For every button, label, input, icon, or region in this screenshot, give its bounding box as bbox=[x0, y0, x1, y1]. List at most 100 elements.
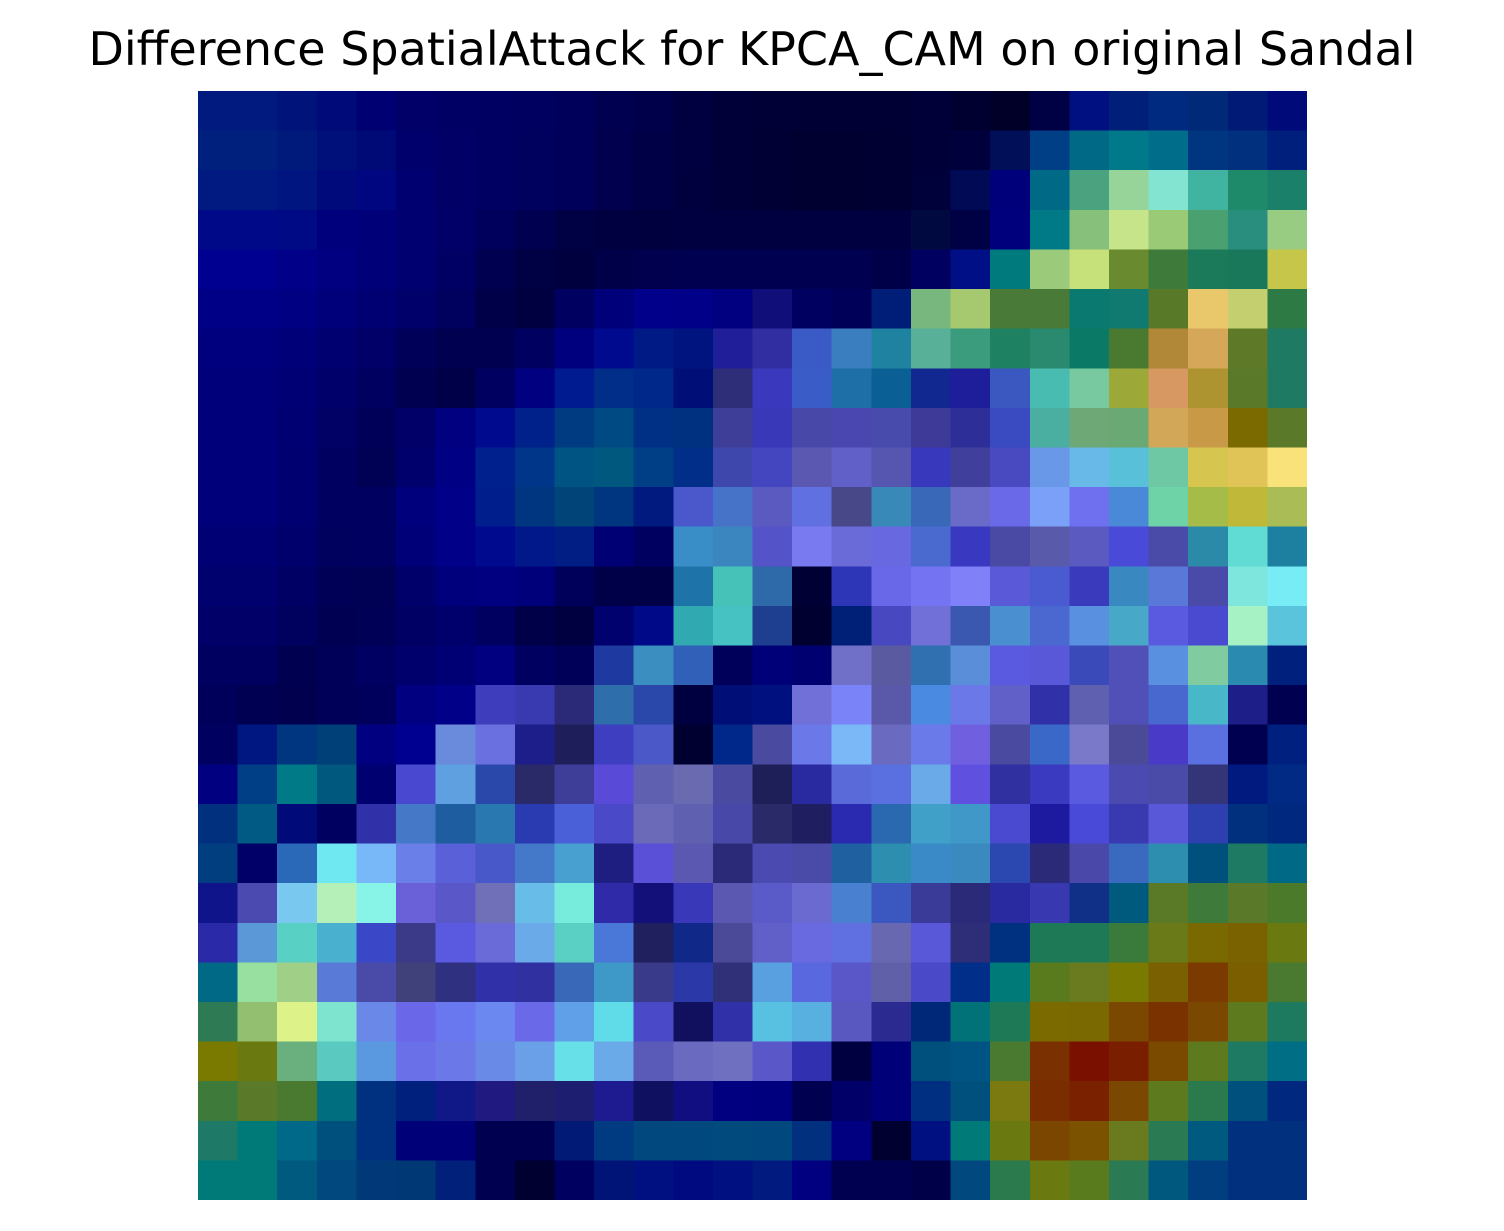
heatmap-cell bbox=[831, 566, 872, 607]
heatmap-cell bbox=[752, 1160, 793, 1200]
heatmap-cell bbox=[1029, 526, 1070, 567]
heatmap-cell bbox=[633, 605, 674, 647]
heatmap-cell bbox=[752, 407, 793, 449]
heatmap-cell bbox=[514, 1120, 556, 1161]
heatmap-cell bbox=[633, 407, 674, 449]
heatmap-cell bbox=[594, 1081, 635, 1122]
heatmap-cell bbox=[1069, 883, 1110, 924]
heatmap-cell bbox=[910, 1001, 952, 1043]
heatmap-cell bbox=[277, 209, 318, 251]
heatmap-cell bbox=[198, 1041, 239, 1082]
heatmap-cell bbox=[1148, 447, 1189, 488]
heatmap-cell bbox=[237, 1001, 278, 1043]
heatmap-cell bbox=[237, 843, 278, 884]
heatmap-cell bbox=[673, 803, 714, 845]
heatmap-cell bbox=[396, 685, 437, 726]
heatmap-cell bbox=[950, 843, 991, 884]
heatmap-cell bbox=[633, 249, 674, 290]
heatmap-cell bbox=[198, 724, 239, 765]
heatmap-cell bbox=[673, 1081, 714, 1122]
heatmap-cell bbox=[475, 724, 516, 765]
heatmap-cell bbox=[712, 91, 754, 132]
heatmap-cell bbox=[831, 962, 872, 1003]
heatmap-cell bbox=[1069, 685, 1110, 726]
heatmap-cell bbox=[752, 962, 793, 1003]
heatmap-cell bbox=[1188, 487, 1229, 528]
heatmap-cell bbox=[1108, 1120, 1150, 1161]
heatmap-cell bbox=[1069, 605, 1110, 647]
heatmap-cell bbox=[198, 1001, 239, 1043]
heatmap-cell bbox=[198, 803, 239, 845]
heatmap-cell bbox=[792, 1120, 833, 1161]
heatmap-cell bbox=[871, 605, 912, 647]
heatmap-cell bbox=[673, 368, 714, 409]
heatmap-cell bbox=[594, 289, 635, 330]
heatmap-cell bbox=[1188, 962, 1229, 1003]
heatmap-cell bbox=[277, 803, 318, 845]
heatmap-cell bbox=[594, 209, 635, 251]
heatmap-cell bbox=[910, 883, 952, 924]
heatmap-cell bbox=[514, 289, 556, 330]
heatmap-cell bbox=[792, 764, 833, 805]
heatmap-cell bbox=[1227, 843, 1268, 884]
heatmap-cell bbox=[356, 447, 397, 488]
heatmap-cell bbox=[435, 407, 476, 449]
heatmap-cell bbox=[316, 803, 358, 845]
heatmap-cell bbox=[871, 803, 912, 845]
heatmap-cell bbox=[435, 209, 476, 251]
heatmap-cell bbox=[871, 566, 912, 607]
heatmap-cell bbox=[871, 289, 912, 330]
heatmap-cell bbox=[1029, 447, 1070, 488]
heatmap-cell bbox=[752, 724, 793, 765]
heatmap-cell bbox=[1069, 407, 1110, 449]
heatmap-cell bbox=[316, 91, 358, 132]
heatmap-cell bbox=[356, 685, 397, 726]
heatmap-cell bbox=[475, 91, 516, 132]
heatmap-cell bbox=[435, 685, 476, 726]
heatmap-cell bbox=[316, 843, 358, 884]
heatmap-cell bbox=[554, 487, 595, 528]
heatmap-cell bbox=[1227, 368, 1268, 409]
heatmap-cell bbox=[950, 1081, 991, 1122]
heatmap-cell bbox=[1148, 1081, 1189, 1122]
heatmap-cell bbox=[673, 526, 714, 567]
heatmap-cell bbox=[1108, 447, 1150, 488]
heatmap-cell bbox=[633, 566, 674, 607]
heatmap-cell bbox=[831, 447, 872, 488]
heatmap-cell bbox=[712, 328, 754, 369]
heatmap-cell bbox=[910, 566, 952, 607]
heatmap-cell bbox=[277, 526, 318, 567]
heatmap-cell bbox=[475, 922, 516, 963]
heatmap-cell bbox=[1188, 685, 1229, 726]
heatmap-cell bbox=[831, 645, 872, 686]
heatmap-cell bbox=[316, 328, 358, 369]
heatmap-cell bbox=[990, 130, 1031, 171]
heatmap-cell bbox=[1148, 170, 1189, 211]
heatmap-cell bbox=[673, 883, 714, 924]
heatmap-cell bbox=[633, 289, 674, 330]
heatmap-cell bbox=[910, 922, 952, 963]
heatmap-cell bbox=[277, 91, 318, 132]
heatmap-cell bbox=[1188, 328, 1229, 369]
heatmap-cell bbox=[792, 883, 833, 924]
heatmap-cell bbox=[910, 130, 952, 171]
heatmap-cell bbox=[396, 249, 437, 290]
heatmap-cell bbox=[277, 724, 318, 765]
heatmap-cell bbox=[792, 1001, 833, 1043]
heatmap-cell bbox=[1029, 803, 1070, 845]
heatmap-cell bbox=[673, 328, 714, 369]
heatmap-cell bbox=[792, 526, 833, 567]
heatmap-cell bbox=[356, 170, 397, 211]
heatmap-cell bbox=[277, 883, 318, 924]
heatmap-cell bbox=[1148, 724, 1189, 765]
heatmap-cell bbox=[1029, 170, 1070, 211]
heatmap-cell bbox=[475, 566, 516, 607]
heatmap-cell bbox=[792, 1160, 833, 1200]
heatmap-cell bbox=[1069, 803, 1110, 845]
heatmap-cell bbox=[514, 645, 556, 686]
heatmap-cell bbox=[990, 883, 1031, 924]
heatmap-cell bbox=[871, 883, 912, 924]
heatmap-cell bbox=[712, 407, 754, 449]
heatmap-cell bbox=[435, 922, 476, 963]
heatmap-cell bbox=[752, 922, 793, 963]
